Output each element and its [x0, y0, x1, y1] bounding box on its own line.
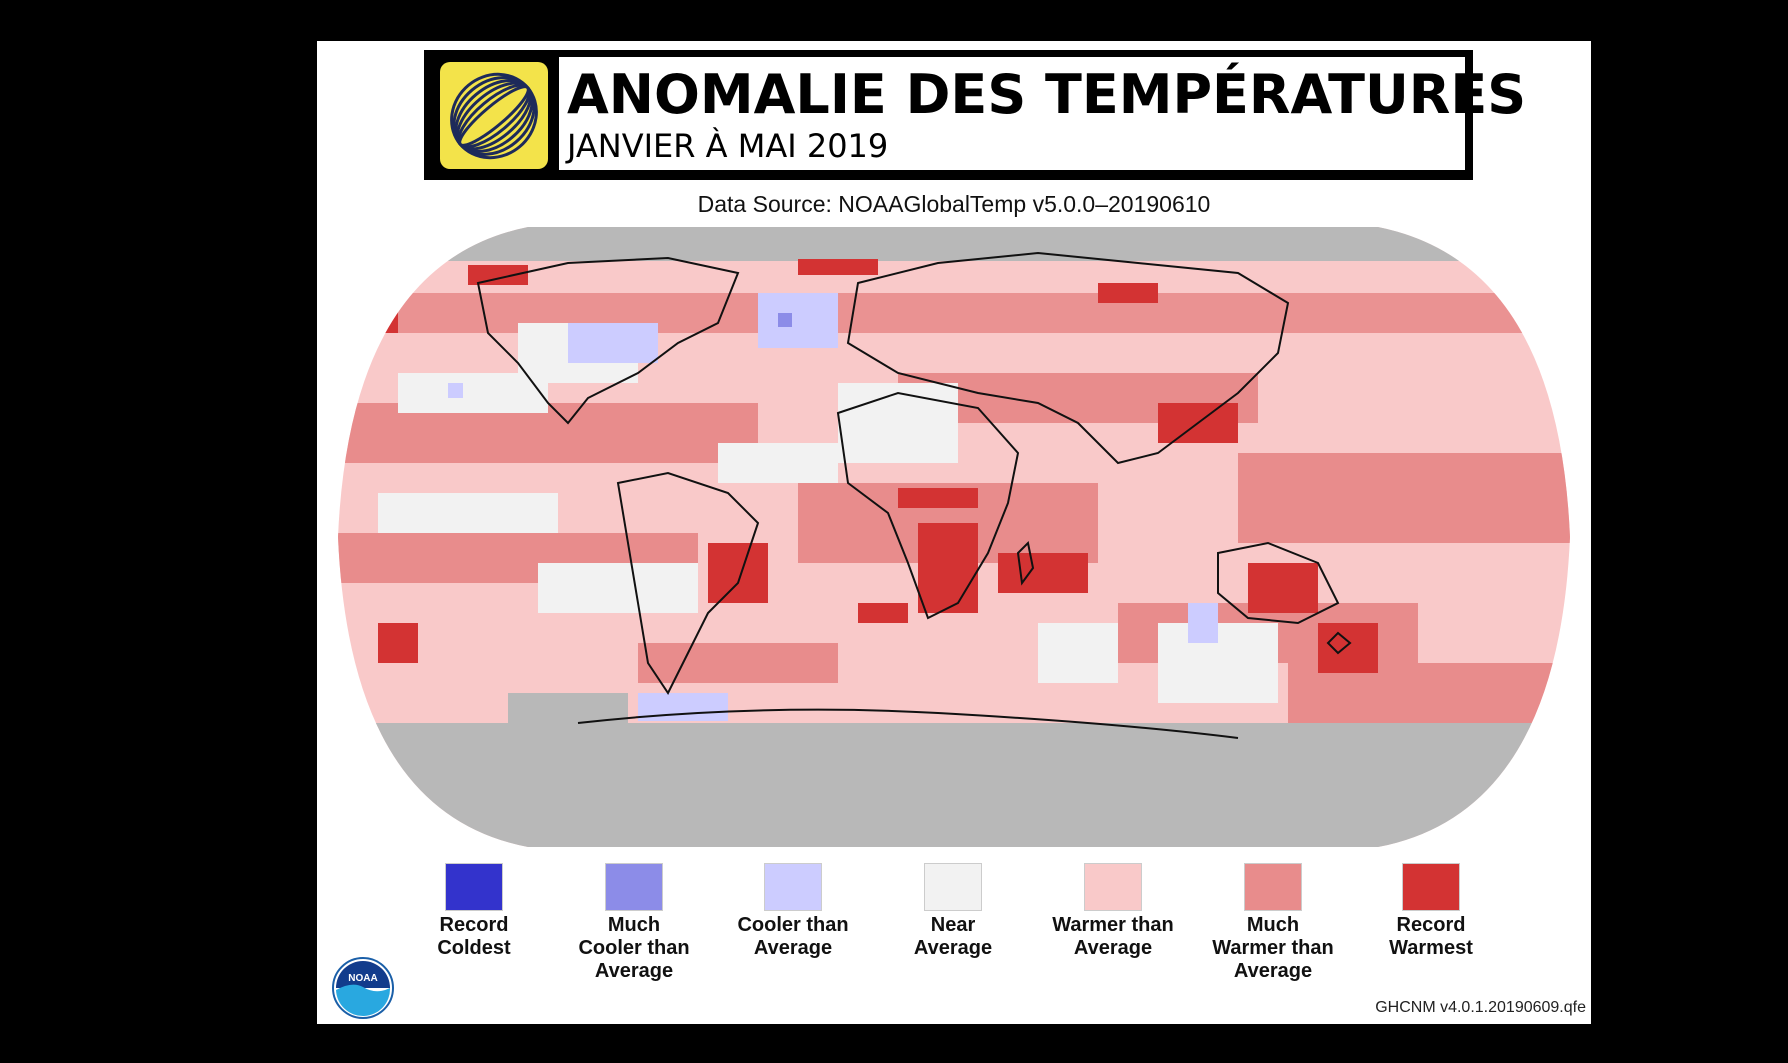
legend-item-record-coldest: Record Coldest	[394, 863, 554, 960]
legend-swatch	[605, 863, 663, 911]
title-box: ANOMALIE DES TEMPÉRATURES JANVIER À MAI …	[559, 57, 1526, 170]
globe-rings-logo-icon	[440, 62, 548, 169]
legend-label: Record Coldest	[437, 914, 511, 959]
legend-label: Cooler than Average	[737, 914, 849, 959]
anomaly-grid	[338, 227, 1570, 847]
title-banner: ANOMALIE DES TEMPÉRATURES JANVIER À MAI …	[424, 50, 1526, 180]
noaa-seal-icon: NOAA	[332, 957, 394, 1019]
world-anomaly-map	[338, 227, 1570, 847]
legend-swatch	[1244, 863, 1302, 911]
legend-swatch	[924, 863, 982, 911]
legend-item-much-cooler: Much Cooler than Average	[554, 863, 714, 983]
legend-swatch	[764, 863, 822, 911]
legend-label: Near Average	[913, 914, 993, 959]
data-source-label: Data Source: NOAAGlobalTemp v5.0.0–20190…	[697, 191, 1211, 217]
dataset-version-label: GHCNM v4.0.1.20190609.qfe	[1375, 999, 1586, 1016]
figure-panel: ANOMALIE DES TEMPÉRATURES JANVIER À MAI …	[317, 41, 1591, 1024]
legend-label: Warmer than Average	[1052, 914, 1174, 959]
legend-item-record-warmest: Record Warmest	[1351, 863, 1511, 960]
map-subtitle: JANVIER À MAI 2019	[567, 127, 889, 165]
legend-label: Much Cooler than Average	[578, 914, 690, 982]
continent-outlines	[476, 251, 1352, 739]
legend-swatch	[445, 863, 503, 911]
legend-label: Record Warmest	[1389, 914, 1473, 959]
legend-item-much-warmer: Much Warmer than Average	[1193, 863, 1353, 983]
legend-swatch	[1402, 863, 1460, 911]
legend-swatch	[1084, 863, 1142, 911]
noaa-seal-text: NOAA	[348, 973, 377, 984]
legend-label: Much Warmer than Average	[1212, 914, 1334, 982]
legend-item-near-average: Near Average	[873, 863, 1033, 960]
map-title: ANOMALIE DES TEMPÉRATURES	[567, 63, 1527, 126]
legend-item-warmer: Warmer than Average	[1033, 863, 1193, 960]
legend-item-cooler: Cooler than Average	[713, 863, 873, 960]
